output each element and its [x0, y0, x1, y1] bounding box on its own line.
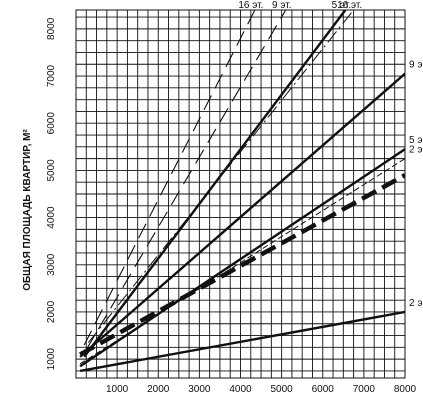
tick-labels: 1000 2000 3000 4000 5000 6000 7000 8000 1000 2000… — [46, 17, 417, 395]
series-label-8: 9 эт. — [272, 0, 291, 11]
x-tick-label: 1000 — [106, 384, 129, 395]
series-label-1: 2 э — [409, 298, 422, 309]
y-tick-label: 8000 — [46, 17, 57, 40]
series-line-7 — [83, 10, 256, 346]
x-tick-label: 7000 — [353, 384, 376, 395]
series-line-8 — [85, 10, 287, 350]
series-label-9: 16 эт. — [337, 0, 362, 11]
y-tick-label: 4000 — [46, 206, 57, 229]
series-label-3: 9 э — [409, 60, 422, 71]
x-tick-label: 5000 — [271, 384, 294, 395]
series-line-5 — [79, 158, 405, 365]
x-tick-label: 4000 — [229, 384, 252, 395]
x-tick-label: 8000 — [394, 384, 417, 395]
x-tick-label: 2000 — [147, 384, 170, 395]
series-label-5: 2 э — [409, 145, 422, 156]
series-line-3 — [79, 72, 405, 358]
y-tick-label: 2000 — [46, 300, 57, 323]
y-tick-label: 7000 — [46, 64, 57, 87]
y-tick-label: 6000 — [46, 112, 57, 135]
grid — [75, 9, 406, 379]
x-tick-label: 3000 — [188, 384, 211, 395]
series-label-2: 5 э — [409, 135, 422, 146]
series-lines — [79, 10, 405, 373]
plot-frame — [75, 9, 406, 379]
x-tick-label: 6000 — [312, 384, 335, 395]
y-tick-label: 3000 — [46, 253, 57, 276]
series-label-4: 5 эт. — [332, 0, 351, 11]
series-line-1 — [79, 310, 405, 373]
series-label-7: 16 эт. — [238, 0, 263, 11]
y-axis-label: ОБЩАЯ ПЛОЩАДЬ КВАРТИР, М² — [22, 129, 33, 291]
line-labels: 2 э5 э9 э5 эт.2 э16 эт. 9 эт. 16 эт. — [238, 0, 422, 309]
series-line-9 — [87, 10, 354, 343]
series-line-6 — [79, 173, 405, 357]
y-tick-label: 1000 — [46, 348, 57, 371]
y-tick-label: 5000 — [46, 159, 57, 182]
